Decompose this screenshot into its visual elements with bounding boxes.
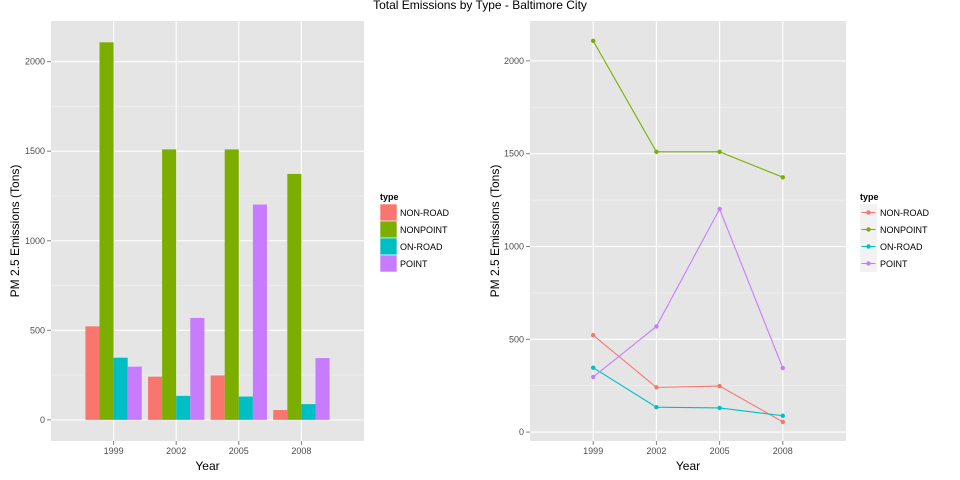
figure-title: Total Emissions by Type - Baltimore City xyxy=(373,0,587,12)
y-tick-label: 1500 xyxy=(504,149,524,159)
bar-nonpoint xyxy=(224,149,239,420)
legend-key-background xyxy=(379,220,398,239)
legend-label-point: POINT xyxy=(400,259,428,269)
legend-label-non-road: NON-ROAD xyxy=(400,208,449,218)
legend-key-background xyxy=(379,237,398,256)
point-nonpoint xyxy=(780,175,785,180)
legend-key-point xyxy=(866,210,871,215)
point-on-road xyxy=(654,405,659,410)
series-line-nonpoint xyxy=(592,40,784,178)
legend-label-on-road: ON-ROAD xyxy=(400,242,443,252)
line-chart-panel: 0 500 1000 1500 2000 1999 2002 2005 2008 Year PM 2… xyxy=(488,21,929,473)
plot-background xyxy=(530,21,846,441)
bar-chart-panel: 0 500 1000 1500 2000 1999 2002 2005 2008 Year PM 2… xyxy=(8,21,449,473)
y-tick-label: 1000 xyxy=(25,236,45,246)
legend-key-point xyxy=(866,244,871,249)
x-tick-label: 2002 xyxy=(646,446,666,456)
point-non-road xyxy=(654,385,659,390)
legend-key-point xyxy=(866,261,871,266)
legend-label-nonpoint: NONPOINT xyxy=(880,225,928,235)
y-axis-label: PM 2.5 Emissions (Tons) xyxy=(8,165,22,298)
point-non-road xyxy=(591,333,596,338)
point-non-road xyxy=(717,383,722,389)
bar-on-road xyxy=(238,396,253,420)
bar-point xyxy=(252,204,267,420)
x-tick-label: 2005 xyxy=(710,446,730,456)
bar-point xyxy=(315,358,330,420)
bar-non-road xyxy=(210,375,225,420)
x-tick-label: 2008 xyxy=(291,446,311,456)
y-tick-label: 2000 xyxy=(25,57,45,67)
point-non-road xyxy=(780,419,785,425)
y-tick-label: 1000 xyxy=(504,241,524,251)
legend-key-background xyxy=(379,203,398,222)
legend-label-nonpoint: NONPOINT xyxy=(400,225,448,235)
bar-non-road xyxy=(273,410,288,420)
y-tick-label: 500 xyxy=(30,325,45,335)
x-axis-label: Year xyxy=(195,459,219,473)
y-axis-label: PM 2.5 Emissions (Tons) xyxy=(488,165,502,298)
point-point xyxy=(654,324,659,329)
point-on-road xyxy=(591,365,596,370)
y-tick-label: 0 xyxy=(519,427,524,437)
x-tick-label: 2008 xyxy=(773,446,793,456)
point-nonpoint xyxy=(717,149,722,155)
y-tick-label: 1500 xyxy=(25,146,45,156)
y-tick-label: 2000 xyxy=(504,56,524,66)
bar-non-road xyxy=(85,326,100,420)
bar-point xyxy=(127,366,142,420)
legend-label-on-road: ON-ROAD xyxy=(880,242,923,252)
point-point xyxy=(717,206,722,212)
bar-point xyxy=(190,317,205,420)
point-nonpoint xyxy=(654,149,659,155)
legend-title: type xyxy=(380,192,399,202)
y-tick-label: 500 xyxy=(509,334,524,344)
series-line-on-road xyxy=(592,367,783,417)
legend-title: type xyxy=(860,192,879,202)
y-tick-label: 0 xyxy=(40,415,45,425)
bar-on-road xyxy=(301,404,316,420)
point-nonpoint xyxy=(591,38,596,44)
bar-nonpoint xyxy=(287,173,302,420)
series-line-point xyxy=(592,207,784,378)
bar-nonpoint xyxy=(99,42,114,420)
series-line-non-road xyxy=(592,334,784,423)
x-tick-label: 2002 xyxy=(166,446,186,456)
point-point xyxy=(780,365,785,371)
point-point xyxy=(591,374,596,380)
x-tick-label: 2005 xyxy=(229,446,249,456)
bar-on-road xyxy=(176,395,191,420)
legend-key-point xyxy=(866,227,871,232)
x-axis-label: Year xyxy=(676,459,700,473)
bar-nonpoint xyxy=(162,149,177,420)
point-on-road xyxy=(717,405,722,411)
x-tick-label: 1999 xyxy=(104,446,124,456)
legend-label-non-road: NON-ROAD xyxy=(880,208,929,218)
legend-label-point: POINT xyxy=(880,259,908,269)
legend-key-background xyxy=(379,254,398,273)
bar-non-road xyxy=(148,376,163,420)
bar-on-road xyxy=(113,357,128,420)
point-on-road xyxy=(780,413,785,418)
x-tick-label: 1999 xyxy=(583,446,603,456)
